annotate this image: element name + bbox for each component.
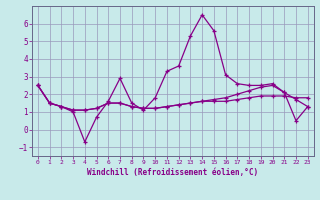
X-axis label: Windchill (Refroidissement éolien,°C): Windchill (Refroidissement éolien,°C): [87, 168, 258, 177]
